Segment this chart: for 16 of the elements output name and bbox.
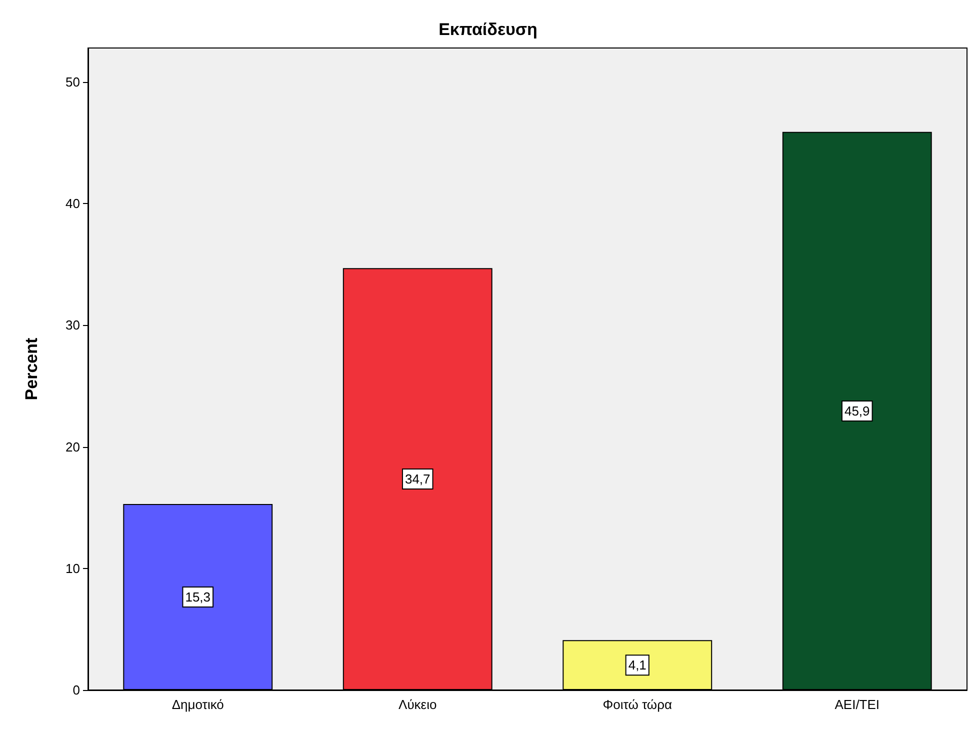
- x-tick-label: Δημοτικό: [172, 697, 224, 712]
- x-tick-label: Φοιτώ τώρα: [602, 697, 672, 712]
- chart-title: Εκπαίδευση: [438, 20, 538, 39]
- x-tick-label: ΑΕΙ/ΤΕΙ: [834, 697, 880, 712]
- data-label: 15,3: [185, 589, 211, 604]
- x-tick-label: Λύκειο: [398, 697, 437, 712]
- data-label: 45,9: [844, 403, 870, 418]
- y-tick-label: 20: [66, 439, 80, 454]
- y-tick-label: 30: [66, 318, 80, 333]
- y-axis-title: Percent: [22, 337, 41, 400]
- y-tick-label: 40: [66, 196, 80, 212]
- y-tick-label: 50: [66, 74, 80, 90]
- data-label: 4,1: [628, 658, 646, 673]
- y-tick-label: 10: [66, 560, 80, 576]
- data-label: 34,7: [404, 472, 430, 487]
- y-tick-label: 0: [72, 682, 80, 698]
